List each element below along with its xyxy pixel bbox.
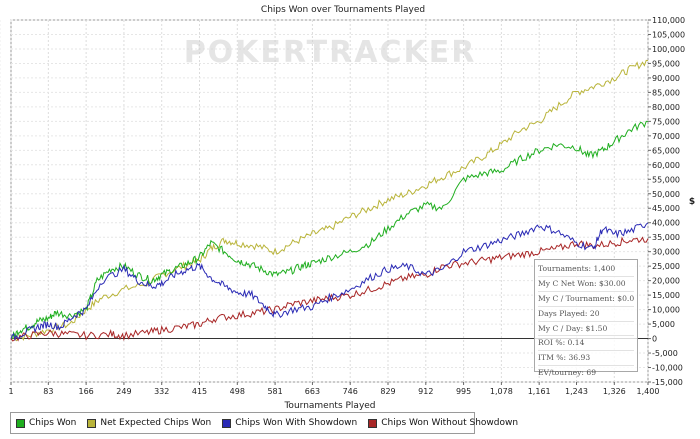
y-tick-label: 55,000 [652, 175, 680, 184]
x-tick-label: 912 [418, 387, 433, 396]
y-tick-label: 70,000 [652, 132, 680, 141]
stat-row: Days Played: 20 [538, 307, 634, 322]
y-tick-label: 20,000 [652, 277, 680, 286]
y-tick-label: 10,000 [652, 306, 680, 315]
y-tick-label: 25,000 [652, 262, 680, 271]
y-tick-label: 65,000 [652, 146, 680, 155]
legend-label: Chips Won With Showdown [235, 418, 358, 428]
x-tick-label: 1,078 [490, 387, 513, 396]
stat-row: My C / Day: $1.50 [538, 322, 634, 337]
y-tick-label: 5,000 [652, 320, 675, 329]
stat-row: My C Net Won: $30.00 [538, 277, 634, 292]
x-tick-label: 1,400 [637, 387, 660, 396]
x-tick-label: 415 [192, 387, 207, 396]
y-tick-label: 0 [652, 335, 657, 344]
stat-row: EV/tourney: 69 [538, 368, 597, 378]
y-tick-label: 60,000 [652, 161, 680, 170]
y-tick-label: 15,000 [652, 291, 680, 300]
legend-swatch [16, 418, 25, 428]
y-tick-label: 30,000 [652, 248, 680, 257]
x-tick-label: 332 [154, 387, 169, 396]
x-tick-label: 249 [116, 387, 131, 396]
stat-row: My C / Tournament: $0.02 [538, 292, 634, 307]
x-tick-label: 83 [43, 387, 53, 396]
series-line-chips-won-with-showdown [10, 222, 649, 342]
stat-row: ITM %: 36.93 [538, 351, 634, 367]
legend-item-without-showdown: Chips Won Without Showdown [368, 418, 518, 428]
x-tick-label: 746 [343, 387, 358, 396]
y-tick-label: 50,000 [652, 190, 680, 199]
y-tick-label: 100,000 [652, 45, 685, 54]
x-tick-label: 1,243 [565, 387, 588, 396]
y-tick-label: 75,000 [652, 117, 680, 126]
chart-title: Chips Won over Tournaments Played [261, 5, 425, 15]
y-tick-label: 40,000 [652, 219, 680, 228]
y-tick-label: 35,000 [652, 233, 680, 242]
x-tick-label: 1,326 [603, 387, 626, 396]
y-tick-label: 90,000 [652, 74, 680, 83]
x-tick-label: 1 [8, 387, 13, 396]
y-tick-label: -5,000 [652, 349, 678, 358]
y-tick-label: 85,000 [652, 88, 680, 97]
legend-item-chips-won: Chips Won [16, 418, 76, 428]
y-tick-label: 95,000 [652, 59, 680, 68]
x-tick-label: 995 [456, 387, 471, 396]
x-tick-label: 829 [380, 387, 395, 396]
legend-label: Chips Won [29, 418, 77, 428]
y-tick-label: 80,000 [652, 103, 680, 112]
legend-item-with-showdown: Chips Won With Showdown [222, 418, 357, 428]
x-tick-label: 663 [305, 387, 320, 396]
stat-row: Tournaments: 1,400 [538, 262, 634, 277]
y-tick-label: -10,000 [652, 364, 683, 373]
series-lines [10, 59, 649, 342]
y-tick-label: 45,000 [652, 204, 680, 213]
legend-item-net-expected: Net Expected Chips Won [87, 418, 211, 428]
y-tick-label: -15,000 [652, 378, 683, 387]
stat-row: ROI %: 0.14 [538, 336, 634, 352]
series-line-net-expected-chips-won [10, 59, 649, 342]
x-axis: 1 83 166 249 332 415 498 581 663 746 829 912 995 1,07… [8, 382, 659, 396]
x-tick-label: 166 [78, 387, 93, 396]
grid [0, 19, 649, 383]
watermark: POKERTRACKER [184, 35, 477, 70]
y-axis-label: $ [689, 197, 695, 207]
legend-swatch [87, 418, 97, 428]
x-tick-label: 498 [230, 387, 245, 396]
x-axis-label: Tournaments Played [283, 401, 375, 411]
x-tick-label: 581 [267, 387, 282, 396]
y-tick-label: 110,000 [652, 16, 685, 25]
x-tick-label: 1,161 [528, 387, 551, 396]
legend: Chips Won Net Expected Chips Won Chips W… [10, 412, 518, 434]
y-tick-label: 105,000 [652, 30, 685, 39]
legend-label: Chips Won Without Showdown [381, 418, 519, 428]
series-line-chips-won-without-showdown [10, 236, 649, 342]
y-axis: -15,000 -10,000 -5,000 0 5,000 10,000 15,000 20… [648, 16, 685, 387]
legend-swatch [368, 418, 378, 428]
stats-box: Tournaments: 1,400 My C Net Won: $30.00 … [534, 259, 638, 377]
series-line-chips-won [10, 120, 648, 340]
legend-swatch [222, 418, 232, 428]
legend-label: Net Expected Chips Won [100, 418, 212, 428]
